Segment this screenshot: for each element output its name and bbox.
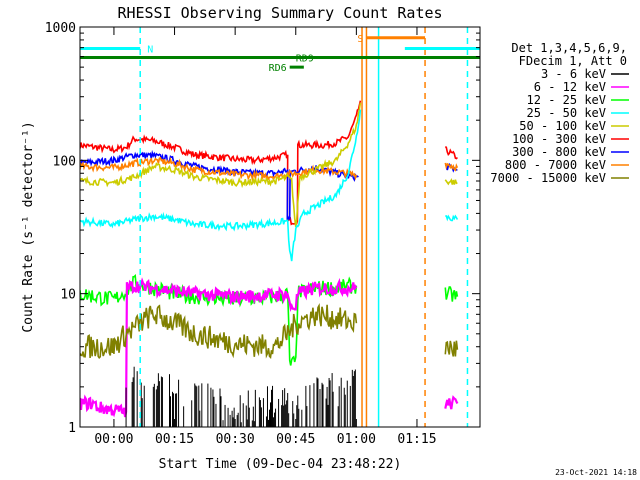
footer-timestamp: 23-Oct-2021 14:18 bbox=[555, 468, 637, 477]
series-line bbox=[445, 214, 459, 222]
legend-entry-label: 6 - 12 keV bbox=[534, 80, 606, 94]
series-line bbox=[444, 146, 458, 160]
legend-entry-label: 50 - 100 keV bbox=[519, 119, 606, 133]
x-tick-label: 01:15 bbox=[397, 432, 436, 447]
legend-entry-label: 300 - 800 keV bbox=[512, 145, 606, 159]
legend-entry-label: 800 - 7000 keV bbox=[505, 158, 606, 172]
series-300-800-keV-kev bbox=[80, 149, 458, 221]
annotation-label: RD9 bbox=[296, 54, 314, 65]
series-layer bbox=[80, 100, 459, 427]
annotation-label: RD6 bbox=[269, 63, 287, 74]
y-tick-label: 1000 bbox=[45, 21, 76, 36]
legend-header: Det 1,3,4,5,6,9, bbox=[511, 41, 627, 55]
series-line bbox=[80, 149, 359, 221]
series-3-6-keV-kev bbox=[125, 366, 356, 427]
legend-entry-label: 7000 - 15000 keV bbox=[490, 171, 606, 185]
legend-entry-label: 3 - 6 keV bbox=[541, 67, 606, 81]
y-tick-label: 1 bbox=[68, 421, 76, 436]
series-line bbox=[444, 178, 458, 186]
series-line bbox=[80, 100, 362, 226]
series-25-50-keV-kev bbox=[80, 109, 459, 262]
legend-header: FDecim 1, Att 0 bbox=[519, 54, 627, 68]
series-100-300-keV-kev bbox=[80, 100, 458, 226]
series-50-100-keV-kev bbox=[80, 102, 458, 228]
legend: Det 1,3,4,5,6,9,FDecim 1, Att 03 - 6 keV… bbox=[490, 41, 629, 185]
series-line bbox=[80, 277, 358, 418]
series-7000-15000-keV-kev bbox=[80, 302, 459, 360]
legend-entry-label: 100 - 300 keV bbox=[512, 132, 606, 146]
y-tick-label: 100 bbox=[53, 154, 76, 169]
x-tick-label: 00:15 bbox=[155, 432, 194, 447]
x-axis-label: Start Time (09-Dec-04 23:48:22) bbox=[159, 457, 402, 472]
series-line bbox=[80, 109, 362, 262]
axis-layer: 00:00 00:15 00:30 00:45 01:00 01:15 1 10 100 1000… bbox=[45, 21, 481, 447]
series-line bbox=[444, 340, 459, 357]
legend-entry-label: 25 - 50 keV bbox=[527, 106, 606, 120]
x-tick-label: 00:00 bbox=[94, 432, 133, 447]
series-line bbox=[444, 162, 459, 172]
series-line bbox=[444, 395, 459, 410]
annotation-layer bbox=[80, 27, 480, 427]
legend-entry-label: 12 - 25 keV bbox=[527, 93, 606, 107]
annotation-label: N bbox=[147, 44, 153, 55]
series-line bbox=[444, 286, 459, 302]
plot-frame bbox=[79, 26, 481, 428]
x-tick-label: 01:00 bbox=[337, 432, 376, 447]
y-axis-label: Count Rate (s⁻¹ detector⁻¹) bbox=[21, 121, 36, 332]
x-tick-label: 00:45 bbox=[276, 432, 315, 447]
x-tick-label: 00:30 bbox=[216, 432, 255, 447]
series-line bbox=[80, 102, 362, 228]
series-line bbox=[80, 302, 358, 360]
annotation-label: S bbox=[357, 34, 363, 45]
chart-title: RHESSI Observing Summary Count Rates bbox=[117, 4, 442, 22]
y-tick-label: 10 bbox=[60, 288, 76, 303]
